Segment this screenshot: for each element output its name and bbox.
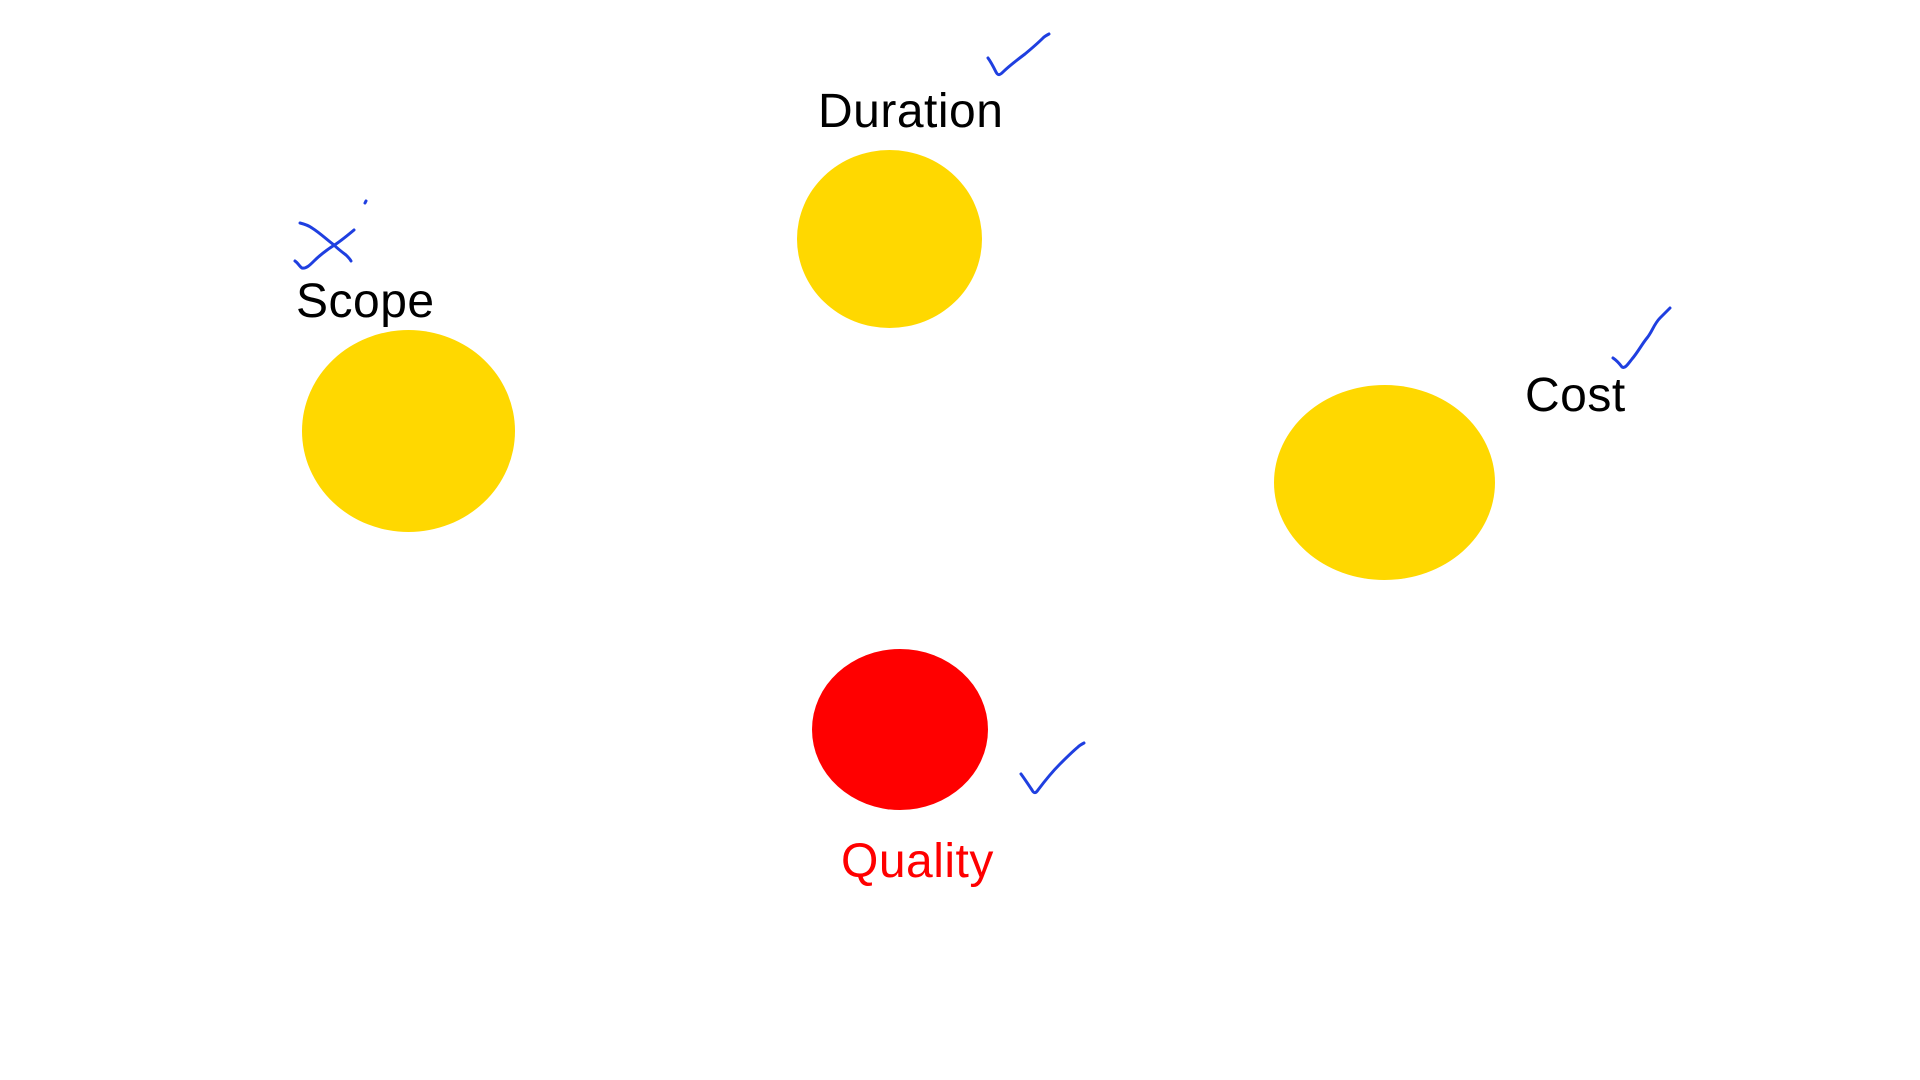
quality-check-icon <box>1019 741 1086 795</box>
duration-circle <box>797 150 982 328</box>
duration-check-icon <box>986 32 1051 77</box>
quality-circle <box>812 649 988 810</box>
scope-circle <box>302 330 515 532</box>
quality-label: Quality <box>841 835 994 888</box>
cost-circle <box>1274 385 1495 580</box>
cost-check-icon <box>1611 306 1672 369</box>
scope-cross-icon <box>293 199 368 270</box>
scope-label: Scope <box>296 275 435 328</box>
duration-label: Duration <box>818 85 1004 138</box>
cost-label: Cost <box>1525 369 1626 422</box>
